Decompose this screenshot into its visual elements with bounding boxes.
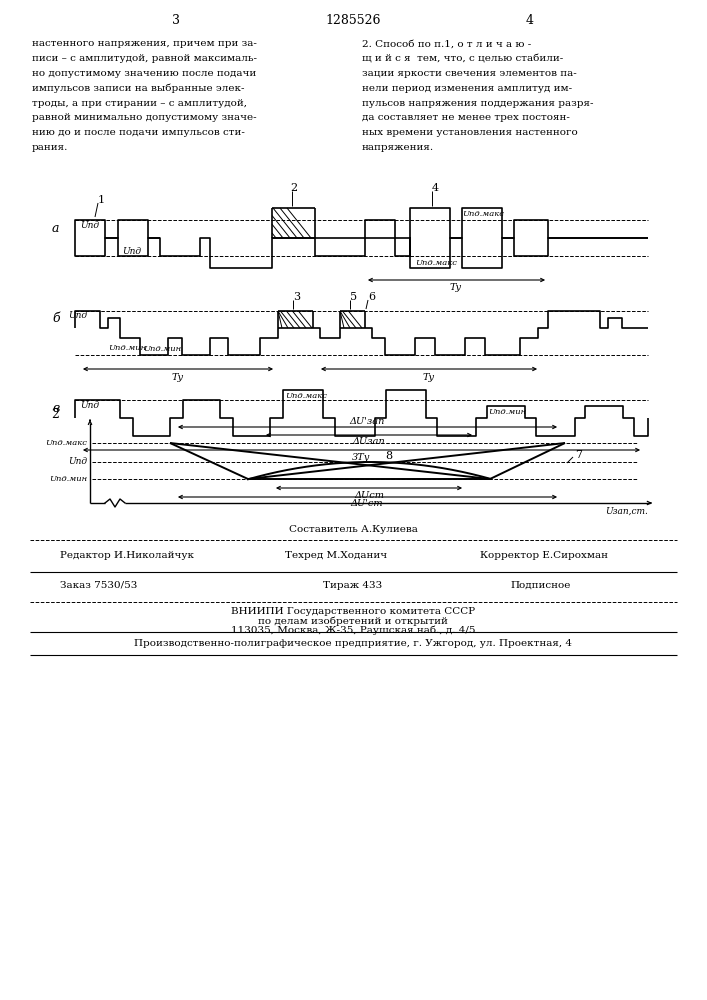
Text: 2: 2 xyxy=(51,408,59,422)
Text: Uпд: Uпд xyxy=(80,221,99,230)
Text: рания.: рания. xyxy=(32,143,69,152)
Text: нели период изменения амплитуд им-: нели период изменения амплитуд им- xyxy=(362,84,572,93)
Text: Производственно-полиграфическое предприятие, г. Ужгород, ул. Проектная, 4: Производственно-полиграфическое предприя… xyxy=(134,640,572,648)
Text: Ту: Ту xyxy=(423,372,435,381)
Text: ΔUст: ΔUст xyxy=(354,490,384,499)
Text: 3Ту: 3Ту xyxy=(352,454,370,462)
Text: Uпд.макс: Uпд.макс xyxy=(462,210,504,218)
Text: Uпд.макс: Uпд.макс xyxy=(45,439,87,447)
Text: но допустимому значению после подачи: но допустимому значению после подачи xyxy=(32,69,256,78)
Text: Uзап,ст.: Uзап,ст. xyxy=(605,506,648,516)
Text: Ту: Ту xyxy=(450,284,462,292)
Text: зации яркости свечения элементов па-: зации яркости свечения элементов па- xyxy=(362,69,577,78)
Text: нию до и после подачи импульсов сти-: нию до и после подачи импульсов сти- xyxy=(32,128,245,137)
Text: импульсов записи на выбранные элек-: импульсов записи на выбранные элек- xyxy=(32,84,245,93)
Text: 7: 7 xyxy=(575,450,582,460)
Text: троды, а при стирании – с амплитудой,: троды, а при стирании – с амплитудой, xyxy=(32,99,247,108)
Text: напряжения.: напряжения. xyxy=(362,143,434,152)
Text: Uпд: Uпд xyxy=(122,246,141,255)
Text: да составляет не менее трех постоян-: да составляет не менее трех постоян- xyxy=(362,113,570,122)
Text: Uпд: Uпд xyxy=(80,400,99,410)
Text: Uпд.макс: Uпд.макс xyxy=(285,392,327,400)
Text: равной минимально допустимому значе-: равной минимально допустимому значе- xyxy=(32,113,257,122)
Text: ных времени установления настенного: ных времени установления настенного xyxy=(362,128,578,137)
Text: а: а xyxy=(52,222,59,234)
Text: ΔU'зап: ΔU'зап xyxy=(349,416,385,426)
Text: писи – с амплитудой, равной максималь-: писи – с амплитудой, равной максималь- xyxy=(32,54,257,63)
Text: Тираж 433: Тираж 433 xyxy=(323,580,382,589)
Text: Подписное: Подписное xyxy=(510,580,571,589)
Text: 3: 3 xyxy=(172,14,180,27)
Text: Uпд.мин: Uпд.мин xyxy=(488,408,526,416)
Text: ΔU'ст: ΔU'ст xyxy=(351,499,383,508)
Text: Uпд: Uпд xyxy=(68,458,87,466)
Text: 6: 6 xyxy=(368,292,375,302)
Text: Заказ 7530/53: Заказ 7530/53 xyxy=(60,580,137,589)
Text: Uпд.макс: Uпд.макс xyxy=(415,259,457,267)
Text: 4: 4 xyxy=(432,183,439,193)
Text: ΔUзап: ΔUзап xyxy=(353,438,385,446)
Text: 8: 8 xyxy=(385,451,392,461)
Text: в: в xyxy=(52,401,59,414)
Text: Uпд: Uпд xyxy=(68,312,87,320)
Text: б: б xyxy=(52,312,59,324)
Text: ВНИИПИ Государственного комитета СССР: ВНИИПИ Государственного комитета СССР xyxy=(231,606,475,615)
Text: Составитель А.Кулиева: Составитель А.Кулиева xyxy=(288,524,417,534)
Text: Uпд.мин: Uпд.мин xyxy=(108,344,146,352)
Text: 5: 5 xyxy=(350,292,357,302)
Text: настенного напряжения, причем при за-: настенного напряжения, причем при за- xyxy=(32,39,257,48)
Text: 1285526: 1285526 xyxy=(325,14,381,27)
Text: Ту: Ту xyxy=(172,372,184,381)
Text: 113035, Москва, Ж-35, Раушская наб., д. 4/5: 113035, Москва, Ж-35, Раушская наб., д. … xyxy=(230,625,475,635)
Text: Техред М.Ходанич: Техред М.Ходанич xyxy=(285,550,387,560)
Text: Uпд.мин: Uпд.мин xyxy=(143,345,181,353)
Text: 3: 3 xyxy=(293,292,300,302)
Text: пульсов напряжения поддержания разря-: пульсов напряжения поддержания разря- xyxy=(362,99,593,108)
Text: 4: 4 xyxy=(526,14,534,27)
Text: Редактор И.Николайчук: Редактор И.Николайчук xyxy=(60,550,194,560)
Text: щ и й с я  тем, что, с целью стабили-: щ и й с я тем, что, с целью стабили- xyxy=(362,54,563,63)
Text: Корректор Е.Сирохман: Корректор Е.Сирохман xyxy=(480,550,608,560)
Text: 1: 1 xyxy=(98,195,105,205)
Text: Uпд.мин: Uпд.мин xyxy=(49,475,87,483)
Text: 2. Способ по п.1, о т л и ч а ю -: 2. Способ по п.1, о т л и ч а ю - xyxy=(362,39,531,48)
Text: 2: 2 xyxy=(290,183,297,193)
Text: по делам изобретений и открытий: по делам изобретений и открытий xyxy=(258,616,448,626)
